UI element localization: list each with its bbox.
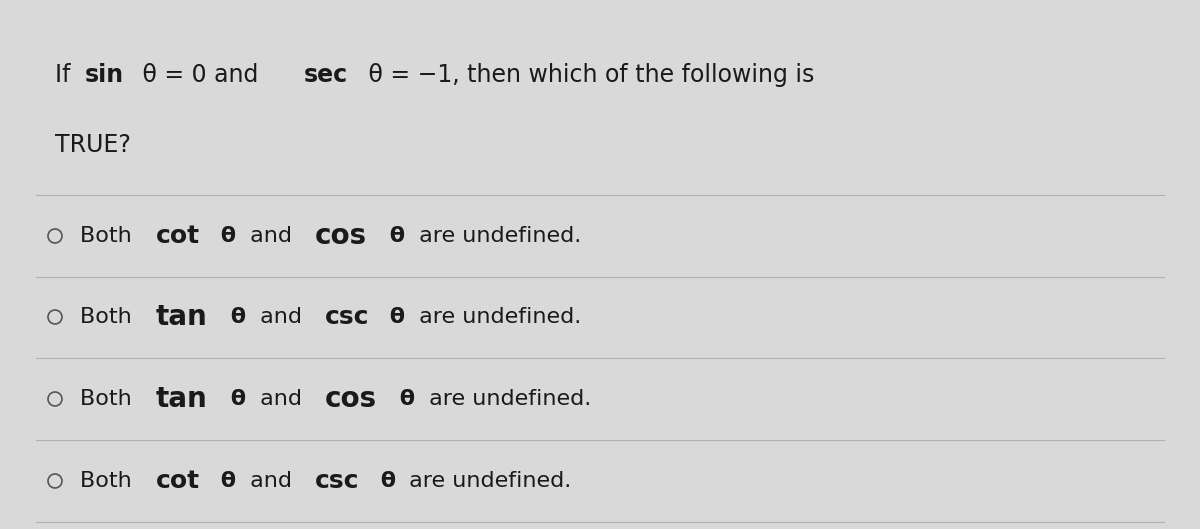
Text: θ: θ	[212, 226, 236, 246]
Text: Both: Both	[80, 471, 139, 491]
Text: are undefined.: are undefined.	[413, 307, 582, 327]
Text: tan: tan	[156, 303, 208, 331]
Text: θ: θ	[223, 389, 246, 409]
Text: θ = 0 and: θ = 0 and	[136, 63, 266, 87]
Text: tan: tan	[156, 385, 208, 413]
Text: csc: csc	[316, 469, 360, 493]
Text: sec: sec	[304, 63, 348, 87]
Text: Both: Both	[80, 226, 139, 246]
Text: and: and	[242, 471, 299, 491]
Text: θ = −1, then which of the following is: θ = −1, then which of the following is	[361, 63, 815, 87]
Text: cos: cos	[316, 222, 367, 250]
Text: θ: θ	[383, 307, 406, 327]
Text: and: and	[252, 307, 308, 327]
Text: Both: Both	[80, 389, 139, 409]
Text: θ: θ	[392, 389, 415, 409]
Text: are undefined.: are undefined.	[402, 471, 571, 491]
Text: θ: θ	[372, 471, 396, 491]
Text: are undefined.: are undefined.	[413, 226, 582, 246]
Text: θ: θ	[212, 471, 236, 491]
Text: Both: Both	[80, 307, 139, 327]
Text: are undefined.: are undefined.	[422, 389, 592, 409]
Text: sin: sin	[85, 63, 124, 87]
Text: θ: θ	[223, 307, 246, 327]
Text: TRUE?: TRUE?	[55, 133, 131, 157]
Text: csc: csc	[325, 305, 370, 329]
Text: If: If	[55, 63, 78, 87]
Text: and: and	[242, 226, 299, 246]
Text: cot: cot	[156, 469, 200, 493]
Text: cot: cot	[156, 224, 200, 248]
Text: and: and	[252, 389, 308, 409]
Text: cos: cos	[325, 385, 377, 413]
Text: θ: θ	[383, 226, 406, 246]
